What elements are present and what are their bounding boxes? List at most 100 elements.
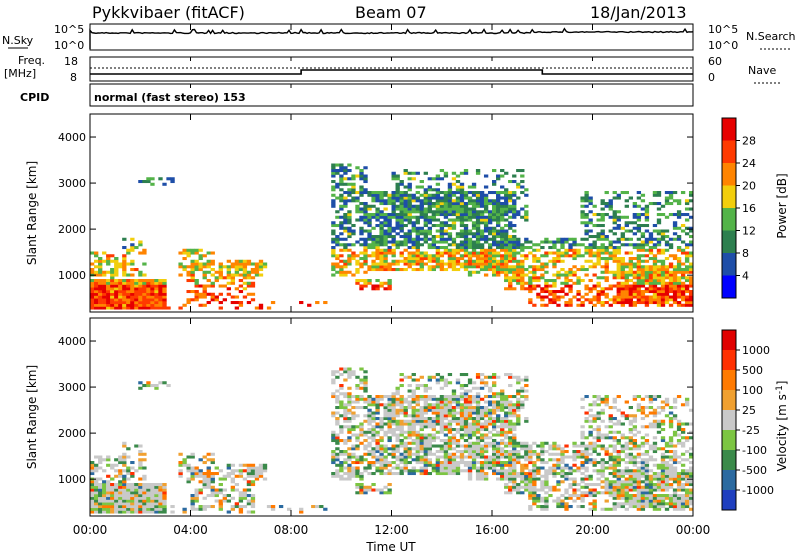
- heatmap-cell: [134, 298, 138, 301]
- heatmap-cell: [609, 467, 613, 470]
- heatmap-cell: [532, 453, 536, 456]
- heatmap-cell: [420, 180, 424, 183]
- heatmap-cell: [331, 263, 335, 266]
- heatmap-cell: [584, 491, 588, 494]
- heatmap-cell: [625, 483, 629, 486]
- heatmap-cell: [484, 442, 488, 445]
- heatmap-cell: [158, 279, 162, 282]
- heatmap-cell: [637, 403, 641, 406]
- heatmap-cell: [186, 254, 190, 257]
- heatmap-cell: [255, 469, 259, 472]
- heatmap-cell: [641, 445, 645, 448]
- heatmap-cell: [560, 238, 564, 241]
- heatmap-cell: [114, 475, 118, 478]
- heatmap-cell: [613, 494, 617, 497]
- heatmap-cell: [392, 241, 396, 244]
- heatmap-cell: [215, 279, 219, 282]
- heatmap-cell: [544, 290, 548, 293]
- heatmap-cell: [468, 412, 472, 415]
- heatmap-cell: [416, 238, 420, 241]
- heatmap-cell: [516, 472, 520, 475]
- heatmap-cell: [516, 265, 520, 268]
- heatmap-cell: [247, 293, 251, 296]
- heatmap-cell: [367, 472, 371, 475]
- heatmap-cell: [580, 436, 584, 439]
- heatmap-cell: [512, 447, 516, 450]
- heatmap-cell: [605, 403, 609, 406]
- heatmap-cell: [408, 194, 412, 197]
- heatmap-cell: [560, 450, 564, 453]
- heatmap-cell: [247, 500, 251, 503]
- heatmap-cell: [343, 216, 347, 219]
- heatmap-cell: [629, 414, 633, 417]
- heatmap-cell: [480, 252, 484, 255]
- heatmap-cell: [255, 268, 259, 271]
- heatmap-cell: [134, 502, 138, 505]
- heatmap-cell: [597, 461, 601, 464]
- heatmap-cell: [484, 260, 488, 263]
- heatmap-cell: [379, 395, 383, 398]
- heatmap-cell: [649, 469, 653, 472]
- heatmap-cell: [186, 467, 190, 470]
- heatmap-cell: [331, 395, 335, 398]
- heatmap-cell: [657, 249, 661, 252]
- heatmap-cell: [420, 445, 424, 448]
- heatmap-cell: [162, 483, 166, 486]
- heatmap-cell: [359, 210, 363, 213]
- heatmap-cell: [456, 395, 460, 398]
- heatmap-cell: [613, 296, 617, 299]
- heatmap-cell: [396, 246, 400, 249]
- heatmap-cell: [223, 494, 227, 497]
- heatmap-cell: [613, 216, 617, 219]
- heatmap-cell: [468, 230, 472, 233]
- heatmap-cell: [158, 293, 162, 296]
- heatmap-cell: [633, 414, 637, 417]
- heatmap-cell: [351, 274, 355, 277]
- heatmap-cell: [158, 491, 162, 494]
- heatmap-cell: [524, 458, 528, 461]
- heatmap-cell: [556, 447, 560, 450]
- heatmap-cell: [484, 395, 488, 398]
- heatmap-cell: [645, 395, 649, 398]
- heatmap-cell: [215, 298, 219, 301]
- heatmap-cell: [331, 412, 335, 415]
- heatmap-cell: [404, 469, 408, 472]
- heatmap-cell: [162, 505, 166, 508]
- heatmap-cell: [432, 376, 436, 379]
- y-tick-label: 2000: [58, 223, 86, 236]
- heatmap-cell: [251, 500, 255, 503]
- heatmap-cell: [379, 417, 383, 420]
- heatmap-cell: [343, 442, 347, 445]
- heatmap-cell: [677, 290, 681, 293]
- heatmap-cell: [331, 370, 335, 373]
- heatmap-cell: [379, 210, 383, 213]
- heatmap-cell: [375, 450, 379, 453]
- heatmap-cell: [114, 508, 118, 511]
- heatmap-cell: [580, 296, 584, 299]
- heatmap-cell: [379, 221, 383, 224]
- heatmap-cell: [552, 469, 556, 472]
- heatmap-cell: [94, 483, 98, 486]
- heatmap-cell: [492, 260, 496, 263]
- heatmap-cell: [512, 442, 516, 445]
- heatmap-cell: [416, 434, 420, 437]
- heatmap-cell: [460, 387, 464, 390]
- heatmap-cell: [170, 505, 174, 508]
- heatmap-cell: [191, 290, 195, 293]
- heatmap-cell: [601, 420, 605, 423]
- heatmap-cell: [118, 475, 122, 478]
- heatmap-cell: [90, 489, 94, 492]
- heatmap-cell: [404, 376, 408, 379]
- heatmap-cell: [657, 406, 661, 409]
- heatmap-cell: [520, 472, 524, 475]
- heatmap-cell: [387, 412, 391, 415]
- heatmap-cell: [677, 216, 681, 219]
- heatmap-cell: [520, 263, 524, 266]
- heatmap-cell: [331, 414, 335, 417]
- heatmap-cell: [633, 494, 637, 497]
- colorbar-segment: [722, 186, 736, 209]
- heatmap-cell: [520, 282, 524, 285]
- heatmap-cell: [588, 461, 592, 464]
- heatmap-cell: [492, 458, 496, 461]
- heatmap-cell: [677, 199, 681, 202]
